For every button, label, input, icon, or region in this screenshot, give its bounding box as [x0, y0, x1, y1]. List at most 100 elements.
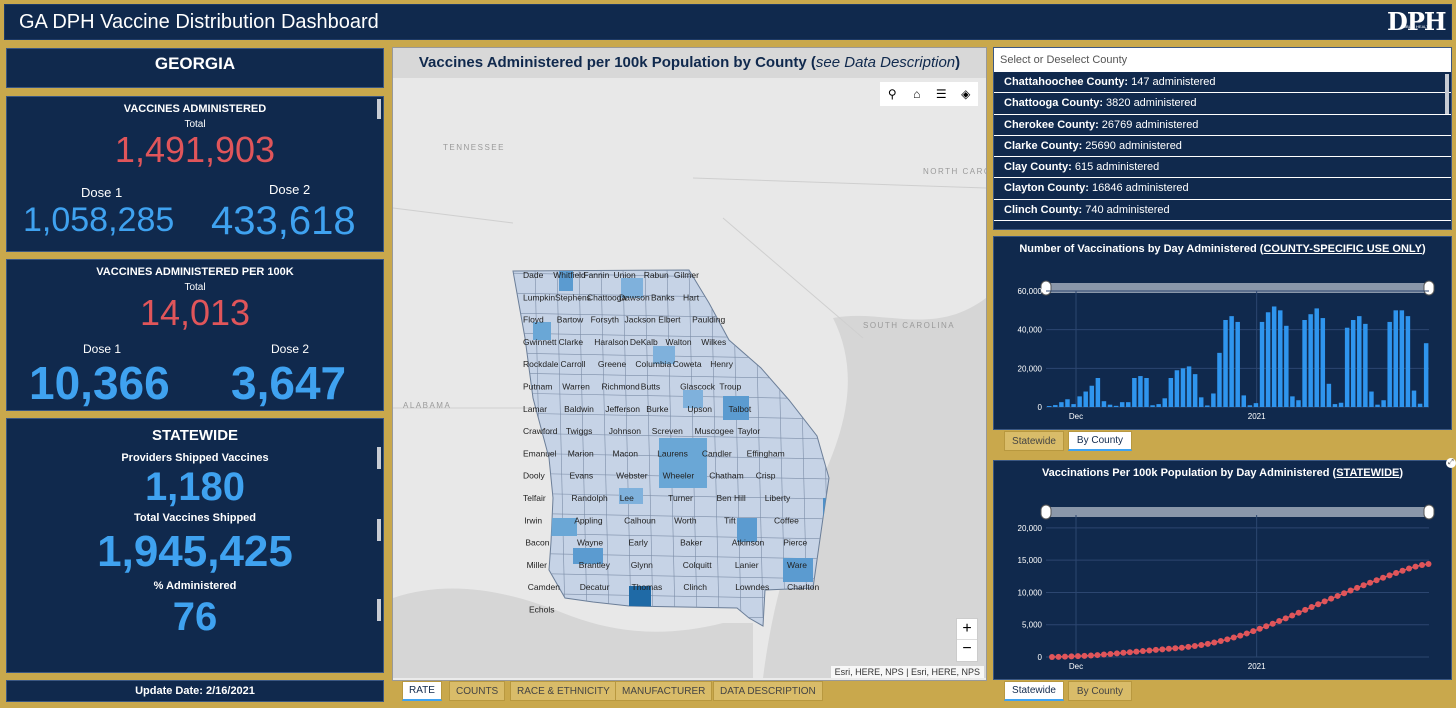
data-point[interactable]	[1107, 650, 1114, 657]
bar[interactable]	[1186, 366, 1192, 407]
bar[interactable]	[1150, 405, 1155, 407]
bar[interactable]	[1296, 400, 1301, 407]
bar[interactable]	[1192, 374, 1198, 407]
bar[interactable]	[1162, 398, 1167, 407]
bar[interactable]	[1180, 368, 1186, 407]
data-point[interactable]	[1230, 634, 1237, 641]
bar[interactable]	[1217, 352, 1222, 407]
range-slider-handle[interactable]	[1423, 504, 1435, 520]
county-list-item[interactable]: Cherokee County: 26769 administered	[994, 115, 1451, 136]
data-point[interactable]	[1068, 653, 1075, 660]
data-point[interactable]	[1120, 649, 1127, 656]
bar[interactable]	[1235, 321, 1240, 407]
tab-manufacturer[interactable]: MANUFACTURER	[615, 681, 713, 701]
data-point[interactable]	[1172, 645, 1179, 652]
chart2-tab-by-county[interactable]: By County	[1068, 681, 1132, 701]
bar[interactable]	[1387, 321, 1392, 407]
data-point[interactable]	[1146, 647, 1153, 654]
high-rate-county[interactable]	[621, 278, 643, 298]
data-point[interactable]	[1185, 643, 1192, 650]
data-point[interactable]	[1165, 645, 1172, 652]
data-point[interactable]	[1399, 567, 1406, 574]
bar[interactable]	[1132, 378, 1137, 407]
bar[interactable]	[1278, 310, 1283, 407]
data-point[interactable]	[1224, 636, 1231, 643]
bar[interactable]	[1253, 403, 1259, 407]
high-rate-county[interactable]	[573, 548, 603, 564]
bar[interactable]	[1229, 316, 1234, 407]
bar[interactable]	[1241, 395, 1247, 407]
bar[interactable]	[1089, 385, 1095, 407]
data-point[interactable]	[1217, 637, 1224, 644]
bar[interactable]	[1168, 378, 1174, 407]
county-list-item[interactable]: Chattahoochee County: 147 administered	[994, 72, 1451, 94]
county-list-item[interactable]: Chattooga County: 3820 administered	[994, 93, 1451, 115]
chart1-title-link[interactable]: COUNTY-SPECIFIC USE ONLY	[1263, 243, 1422, 255]
bar[interactable]	[1071, 404, 1076, 407]
data-point[interactable]	[1295, 609, 1302, 616]
bar[interactable]	[1107, 404, 1113, 407]
bar[interactable]	[1205, 405, 1210, 407]
daily-vaccinations-chart[interactable]: 0 20,000 40,000 60,000 Dec 2021	[994, 261, 1451, 431]
bar[interactable]	[1059, 402, 1064, 407]
data-point[interactable]	[1334, 592, 1341, 599]
data-point[interactable]	[1094, 652, 1101, 659]
bar[interactable]	[1047, 406, 1052, 407]
bar[interactable]	[1284, 325, 1289, 407]
zoom-out-icon[interactable]: −	[962, 640, 972, 657]
bar[interactable]	[1113, 405, 1119, 407]
data-point[interactable]	[1367, 579, 1374, 586]
data-point[interactable]	[1211, 639, 1218, 646]
chart2-tab-statewide[interactable]: Statewide	[1004, 681, 1064, 701]
bar[interactable]	[1265, 312, 1271, 407]
bar[interactable]	[1399, 310, 1405, 407]
bar[interactable]	[1357, 316, 1362, 407]
bar[interactable]	[1344, 327, 1350, 407]
chart1-tab-by-county[interactable]: By County	[1068, 431, 1132, 451]
data-point[interactable]	[1315, 601, 1322, 608]
data-point[interactable]	[1061, 653, 1068, 660]
per100k-daily-chart[interactable]: 0 5,000 10,000 15,000 20,000 Dec 2021	[994, 485, 1451, 681]
bar[interactable]	[1174, 370, 1180, 407]
bar[interactable]	[1126, 402, 1131, 407]
county-list-scrollbar[interactable]	[1445, 74, 1449, 114]
data-point[interactable]	[1243, 630, 1250, 637]
tab-race-ethnicity[interactable]: RACE & ETHNICITY	[510, 681, 617, 701]
bar[interactable]	[1423, 343, 1429, 407]
data-point[interactable]	[1360, 582, 1367, 589]
legend-list-icon[interactable]: ☰	[935, 87, 947, 101]
data-point[interactable]	[1341, 590, 1348, 597]
bar[interactable]	[1338, 402, 1344, 407]
data-point[interactable]	[1087, 652, 1094, 659]
bar[interactable]	[1326, 383, 1332, 407]
high-rate-county[interactable]	[683, 390, 703, 408]
bar[interactable]	[1381, 400, 1386, 407]
tab-rate[interactable]: RATE	[402, 681, 442, 701]
data-point[interactable]	[1354, 584, 1361, 591]
data-point[interactable]	[1412, 563, 1419, 570]
data-point[interactable]	[1074, 653, 1081, 660]
data-point[interactable]	[1204, 640, 1211, 647]
map-canvas[interactable]: TENNESSEE NORTH CAROLINA SOUTH CAROLINA ALA…	[393, 78, 986, 678]
bar[interactable]	[1065, 399, 1070, 407]
data-point[interactable]	[1419, 562, 1426, 569]
layers-icon[interactable]: ◈	[961, 87, 971, 101]
range-slider[interactable]	[1046, 507, 1429, 517]
data-point[interactable]	[1308, 604, 1315, 611]
bar[interactable]	[1363, 323, 1368, 407]
data-point[interactable]	[1126, 649, 1133, 656]
range-slider-handle[interactable]	[1040, 280, 1052, 296]
tab-counts[interactable]: COUNTS	[449, 681, 506, 701]
county-list-item[interactable]: Clayton County: 16846 administered	[994, 178, 1451, 200]
data-point[interactable]	[1425, 561, 1432, 568]
data-point[interactable]	[1081, 652, 1088, 659]
bar[interactable]	[1156, 404, 1161, 407]
data-point[interactable]	[1328, 595, 1335, 602]
bar[interactable]	[1211, 393, 1216, 407]
data-point[interactable]	[1282, 615, 1289, 622]
data-point[interactable]	[1250, 628, 1257, 635]
zoom-in-icon[interactable]: +	[957, 619, 977, 640]
bar[interactable]	[1308, 314, 1313, 407]
scrollbar[interactable]	[377, 519, 381, 541]
bar[interactable]	[1314, 308, 1319, 407]
